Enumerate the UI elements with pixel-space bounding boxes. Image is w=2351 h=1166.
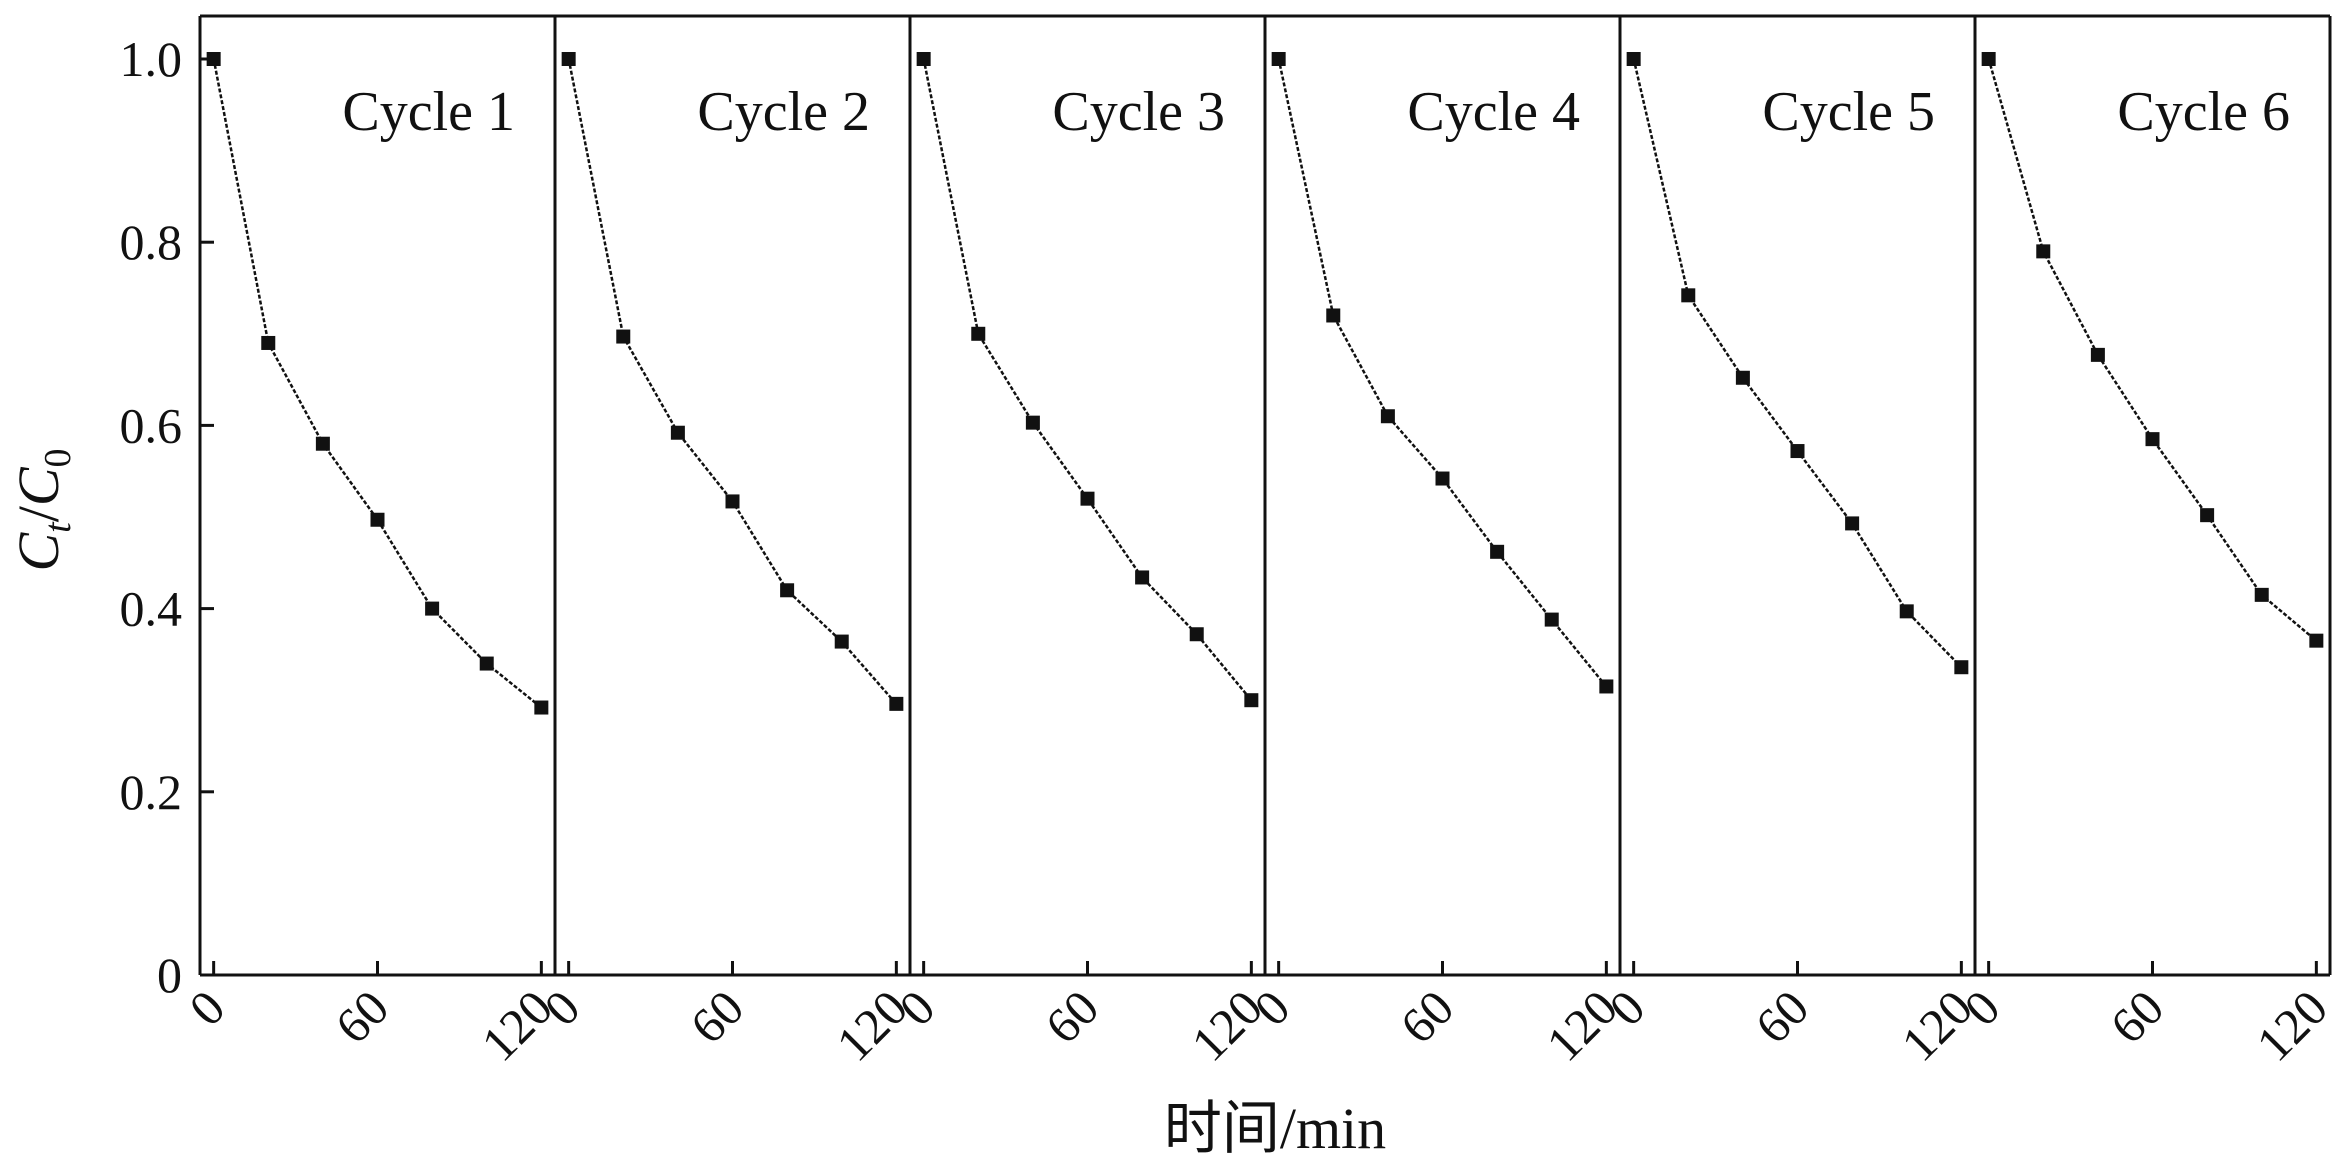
data-point: [1025, 415, 1040, 430]
y-axis-title: Ct/C0: [6, 448, 79, 571]
data-point: [1599, 679, 1614, 694]
data-point: [370, 512, 385, 527]
data-point: [1326, 308, 1341, 323]
cycle-label: Cycle 3: [1052, 81, 1225, 143]
data-point: [1189, 627, 1204, 642]
data-point: [670, 425, 685, 440]
data-point: [315, 436, 330, 451]
cycle-label: Cycle 5: [1762, 81, 1935, 143]
data-point: [534, 700, 549, 715]
data-point: [2145, 432, 2160, 447]
y-tick-label: 0.8: [120, 214, 183, 270]
data-point: [425, 601, 440, 616]
data-point: [1899, 604, 1914, 619]
data-point: [616, 329, 631, 344]
y-tick-label: 0.6: [120, 397, 183, 453]
data-point: [1080, 491, 1095, 506]
y-tick-label: 0.2: [120, 764, 183, 820]
data-point: [1845, 516, 1860, 531]
data-point: [1135, 570, 1150, 585]
data-point: [780, 583, 795, 598]
y-axis: 0 0.2 0.4 0.6 0.8 1.0: [120, 31, 214, 1003]
y-axis-title-sep: /: [6, 505, 71, 522]
cycle-label: Cycle 1: [342, 81, 515, 143]
series-line: [212, 58, 543, 709]
series-line: [1987, 58, 2318, 642]
data-point: [725, 494, 740, 509]
data-point: [1735, 370, 1750, 385]
x-tick-label: 0: [178, 979, 235, 1036]
data-point: [1626, 52, 1641, 66]
cycle-label: Cycle 4: [1407, 81, 1580, 143]
y-axis-title-main: C: [6, 532, 71, 572]
series-line: [1277, 58, 1608, 688]
data-point: [2254, 587, 2269, 602]
series-line: [922, 58, 1253, 701]
data-point: [834, 634, 849, 649]
x-tick-label: 60: [679, 979, 754, 1054]
data-point: [2036, 244, 2051, 259]
x-tick-label: 60: [1389, 979, 1464, 1054]
data-point: [1681, 288, 1696, 303]
data-point: [561, 52, 576, 66]
data-point: [1981, 52, 1996, 66]
data-point: [261, 335, 276, 350]
x-tick-label: 60: [324, 979, 399, 1054]
x-tick-label: 60: [1034, 979, 1109, 1054]
data-point: [1435, 471, 1450, 486]
y-tick-label: 0: [157, 947, 182, 1003]
y-tick-label: 0.4: [120, 581, 183, 637]
y-axis-title-sub1: t: [37, 521, 79, 533]
data-point: [889, 696, 904, 711]
data-point: [1380, 409, 1395, 424]
data-point: [1271, 52, 1286, 66]
data-point: [1244, 693, 1259, 708]
data-point: [1544, 612, 1559, 627]
x-tick-label: 60: [1744, 979, 1819, 1054]
y-tick-label: 1.0: [120, 31, 183, 87]
data-point: [916, 52, 931, 66]
cycle-label: Cycle 2: [697, 81, 870, 143]
data-point: [971, 326, 986, 341]
data-point: [1490, 544, 1505, 559]
y-axis-title-main2: C: [6, 466, 71, 506]
data-point: [479, 656, 494, 671]
data-point: [2200, 508, 2215, 523]
cycle-label: Cycle 6: [2117, 81, 2290, 143]
x-axis-title: 时间/min: [1164, 1096, 1386, 1161]
data-point: [1954, 660, 1969, 675]
x-tick-label: 120: [2245, 979, 2338, 1072]
series-line: [567, 58, 898, 705]
data-point: [206, 52, 221, 66]
y-axis-title-sub2: 0: [37, 448, 79, 467]
x-tick-label: 60: [2099, 979, 2174, 1054]
data-point: [2090, 347, 2105, 362]
series-line: [1632, 58, 1963, 669]
data-point: [1790, 444, 1805, 459]
data-point: [2309, 633, 2324, 648]
